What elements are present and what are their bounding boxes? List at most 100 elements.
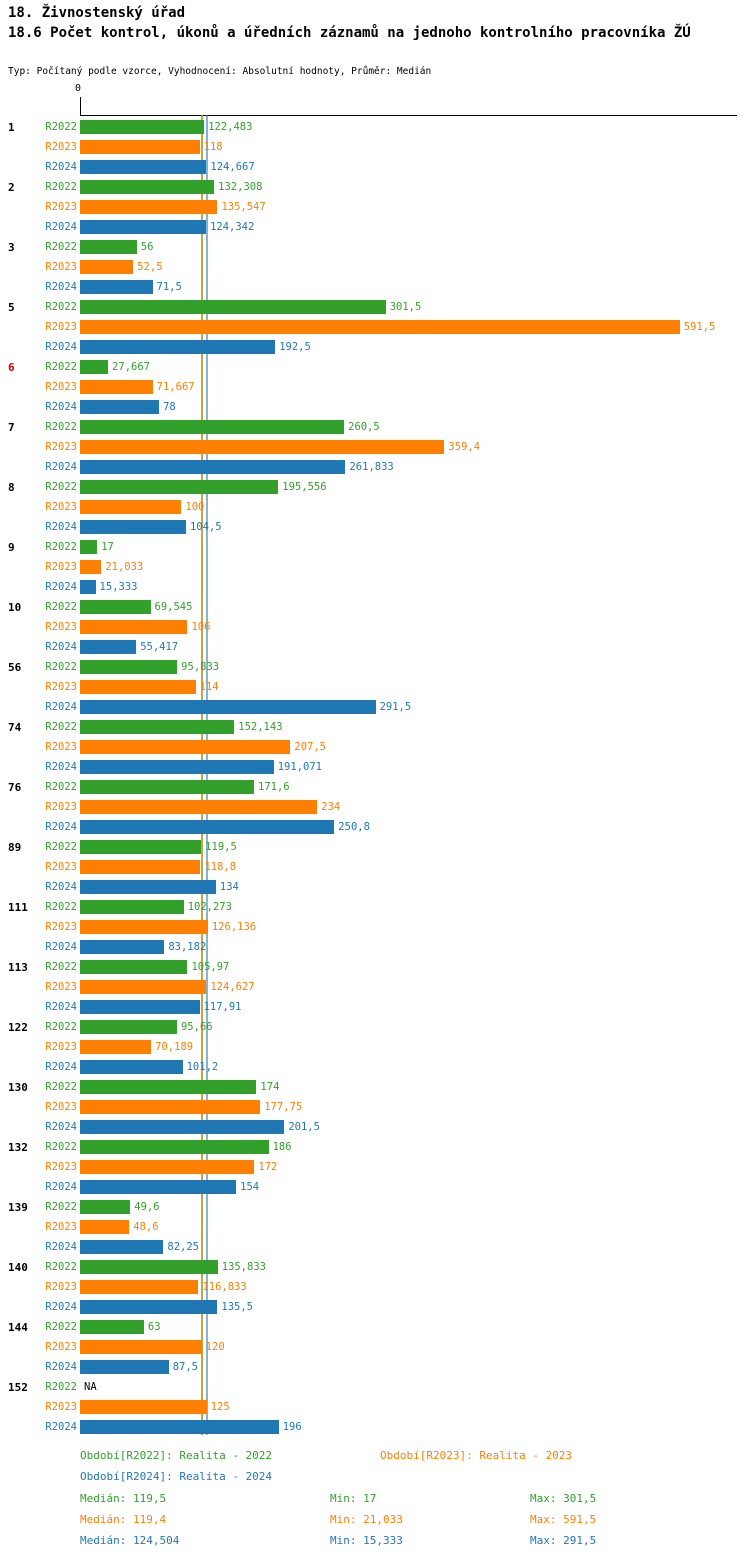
series-label: R2024 [45,1181,77,1193]
value-label: 118 [203,141,223,153]
bar [80,480,279,494]
legend-item-r2023: Období[R2023]: Realita - 2023 [380,1449,573,1462]
series-label: R2022 [45,541,77,553]
bar-area: 201,5 [80,1117,750,1137]
category-label: 74 [8,720,22,734]
bar-row: R2023 116,833 [0,1277,750,1297]
bar-area: 78 [80,397,750,417]
bar-row: 152 R2022 NA [0,1377,750,1397]
bar-row: 89 R2022 119,5 [0,837,750,857]
category-label: 76 [8,780,22,794]
series-label: R2023 [45,201,77,213]
legend-item-r2024: Období[R2024]: Realita - 2024 [80,1470,273,1483]
bar [80,1200,131,1214]
value-label: 135,833 [221,1261,266,1273]
bar-area: 119,5 [80,837,750,857]
x-axis-zero-label: 0 [75,83,82,94]
bar-area: 196 [80,1417,750,1437]
value-label: 69,545 [154,601,193,613]
value-label: 104,5 [189,521,222,533]
bar-area: 154 [80,1177,750,1197]
bar-row: R2023 52,5 [0,257,750,277]
series-label: R2024 [45,761,77,773]
bar [80,860,201,874]
bar-group: 152 R2022 NA R2023 125 R2024 196 [0,1377,750,1437]
bar [80,240,137,254]
bar [80,980,207,994]
bar-row: R2023 124,627 [0,977,750,997]
series-label: R2022 [45,901,77,913]
value-label: 48,6 [133,1221,159,1233]
bar-group: 113 R2022 105,97 R2023 124,627 R2024 117,91 [0,957,750,1017]
bar-row: R2023 100 [0,497,750,517]
bar-area: 186 [80,1137,750,1157]
bar-row: 56 R2022 95,833 [0,657,750,677]
series-label: R2023 [45,441,77,453]
bar-group: 89 R2022 119,5 R2023 118,8 R2024 134 [0,837,750,897]
x-axis-tick [80,97,81,115]
series-label: R2022 [45,421,77,433]
value-label: 119,5 [205,841,237,853]
bar [80,360,109,374]
bar-row: R2023 172 [0,1157,750,1177]
bar-row: 140 R2022 135,833 [0,1257,750,1277]
value-label: 201,5 [288,1121,320,1133]
bar-group: 1 R2022 122,483 R2023 118 R2024 124,667 [0,117,750,177]
value-label: 291,5 [379,701,412,713]
bar-area: 70,189 [80,1037,750,1057]
bar [80,1060,183,1074]
value-label: 71,5 [156,281,182,293]
stat-min-r2024: Min: 15,333 [330,1534,403,1547]
bar-area: 117,91 [80,997,750,1017]
bar [80,1040,152,1054]
bar [80,1140,269,1154]
category-label: 140 [8,1260,28,1274]
bar-row: R2024 15,333 [0,577,750,597]
series-label: R2023 [45,1041,77,1053]
category-label: 7 [8,420,15,434]
bar [80,560,102,574]
bar-row: 6 R2022 27,667 [0,357,750,377]
series-label: R2022 [45,121,77,133]
bar-row: 122 R2022 95,66 [0,1017,750,1037]
series-label: R2022 [45,721,77,733]
bar-row: R2023 48,6 [0,1217,750,1237]
bar [80,840,202,854]
bar [80,700,376,714]
bar-row: R2023 126,136 [0,917,750,937]
bar [80,880,216,894]
series-label: R2023 [45,561,77,573]
bar [80,1300,218,1314]
bar [80,740,291,754]
value-label: 78 [163,401,176,413]
category-label: 8 [8,480,15,494]
value-label: 15,333 [99,581,138,593]
bar-area: 102,273 [80,897,750,917]
bar-group: 139 R2022 49,6 R2023 48,6 R2024 82,25 [0,1197,750,1257]
bar-area: 116,833 [80,1277,750,1297]
value-label: 207,5 [294,741,326,753]
value-label: 177,75 [264,1101,303,1113]
series-label: R2022 [45,841,77,853]
bar-group: 9 R2022 17 R2023 21,033 R2024 15,333 [0,537,750,597]
stat-min-r2023: Min: 21,033 [330,1513,403,1526]
value-label: 359,4 [448,441,481,453]
bar-group: 10 R2022 69,545 R2023 106 R2024 55,417 [0,597,750,657]
series-label: R2022 [45,241,77,253]
value-label: 70,189 [155,1041,194,1053]
bar-area: 234 [80,797,750,817]
series-label: R2024 [45,401,77,413]
value-label: 56 [140,241,154,253]
value-label: 87,5 [172,1361,199,1373]
value-label: 135,547 [221,201,266,213]
value-label: 52,5 [137,261,163,273]
bar [80,1240,164,1254]
category-label: 139 [8,1200,28,1214]
bar-group: 76 R2022 171,6 R2023 234 R2024 250,8 [0,777,750,837]
series-label: R2023 [45,621,77,633]
bar-row: R2023 21,033 [0,557,750,577]
bar [80,960,188,974]
value-label: 101,2 [186,1061,219,1073]
median-line [201,115,203,1435]
bar-row: R2024 191,071 [0,757,750,777]
